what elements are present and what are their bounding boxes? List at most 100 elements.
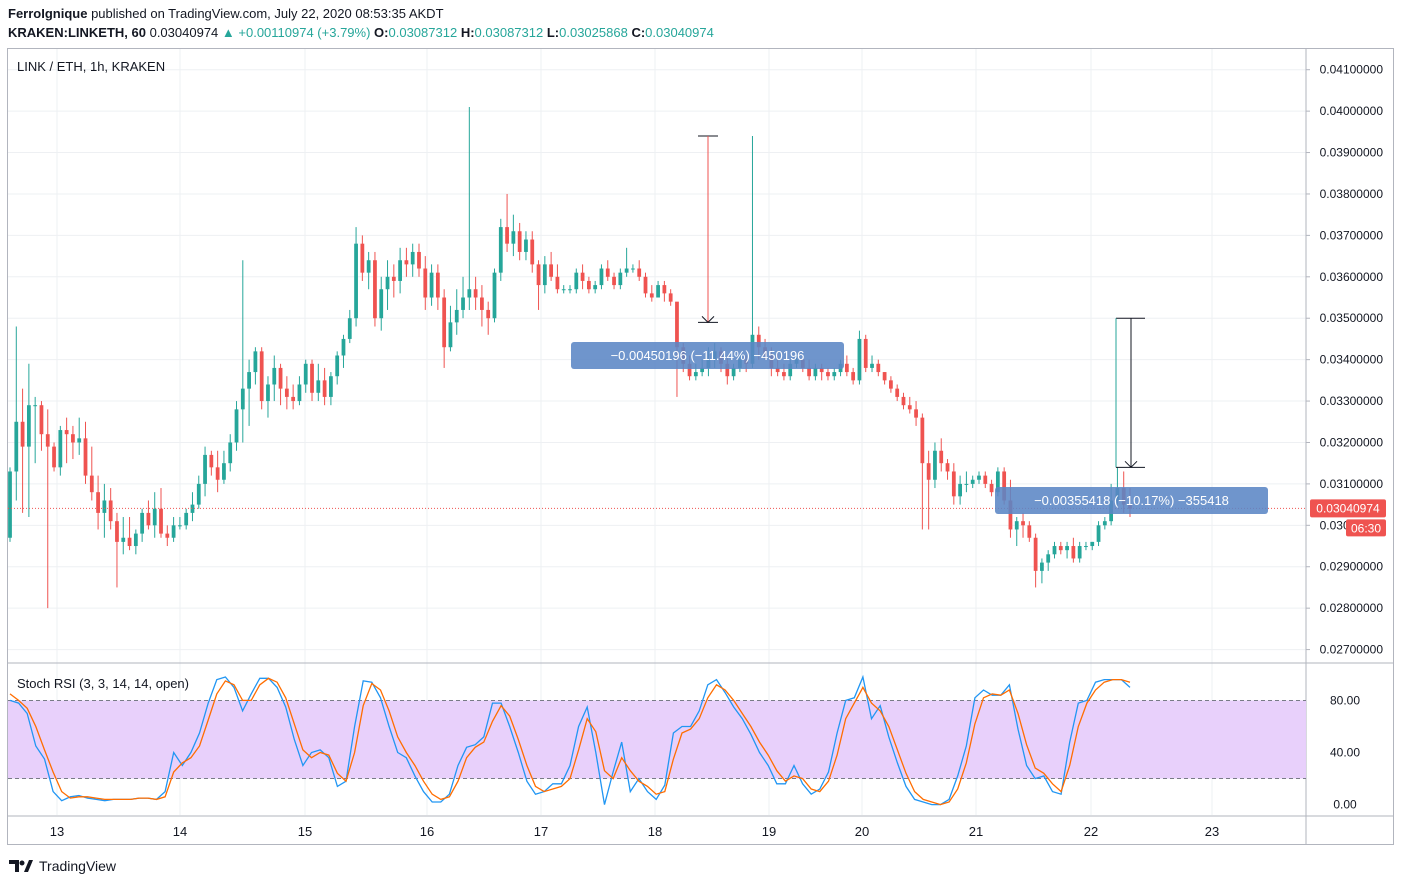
candle xyxy=(190,492,195,522)
candle-body xyxy=(71,434,75,443)
candle-body xyxy=(291,396,296,402)
candle-body xyxy=(184,512,189,526)
candle xyxy=(870,355,874,373)
candle xyxy=(178,517,182,530)
candle-body xyxy=(876,363,881,373)
candle xyxy=(196,475,201,509)
candle xyxy=(385,260,390,310)
low-value: 0.03025868 xyxy=(559,25,628,40)
candle xyxy=(876,359,881,377)
candle-body xyxy=(524,239,528,252)
candle-body xyxy=(297,384,302,402)
candle-body xyxy=(819,367,824,373)
price-tick-label: 0.04000000 xyxy=(1320,104,1384,118)
price-tick-label: 0.03800000 xyxy=(1320,187,1384,201)
candle-body xyxy=(926,463,931,480)
candle xyxy=(284,376,289,410)
candle xyxy=(486,301,491,335)
candle-body xyxy=(121,537,126,542)
candle-body xyxy=(373,260,377,319)
candle xyxy=(945,459,950,480)
candle-body xyxy=(247,372,251,389)
candle xyxy=(851,367,856,385)
candle xyxy=(77,417,82,455)
stoch-tick-label: 40.00 xyxy=(1330,746,1360,760)
candle-body xyxy=(863,338,868,368)
candle-body xyxy=(933,450,937,480)
measure-tool[interactable]: −0.00355418 (−10.17%) −355418 xyxy=(995,317,1268,514)
candle xyxy=(127,517,132,551)
measure-tool[interactable]: −0.00450196 (−11.44%) −450196 xyxy=(571,135,844,369)
candle-body xyxy=(505,227,509,244)
grid-lines xyxy=(8,49,1306,815)
candle xyxy=(310,359,314,402)
candle-body xyxy=(404,260,409,265)
price-pane-title: LINK / ETH, 1h, KRAKEN xyxy=(17,59,165,74)
measure-arrow xyxy=(701,316,715,324)
candle-body xyxy=(1033,537,1038,571)
candle-body xyxy=(341,338,346,356)
candle-body xyxy=(687,363,692,377)
price-tick-label: 0.03700000 xyxy=(1320,228,1384,242)
candle-body xyxy=(253,351,258,373)
candle xyxy=(863,334,868,373)
price-tick-label: 0.03200000 xyxy=(1320,435,1384,449)
candle-body xyxy=(870,363,874,368)
candle xyxy=(989,479,994,497)
candle xyxy=(329,372,333,406)
candle xyxy=(844,355,849,377)
candle-body xyxy=(473,289,478,298)
candle xyxy=(146,500,151,530)
time-tick-label: 17 xyxy=(534,824,548,839)
candle-body xyxy=(259,351,264,402)
price-tick-label: 0.03600000 xyxy=(1320,270,1384,284)
candle-body xyxy=(435,272,440,298)
candle-body xyxy=(480,297,484,310)
candle-body xyxy=(190,504,195,513)
candle-body xyxy=(995,471,1000,493)
candle xyxy=(926,450,931,530)
candle-body xyxy=(196,483,201,505)
publish-info: FerroIgnique published on TradingView.co… xyxy=(8,6,444,21)
candle xyxy=(826,367,830,381)
candle-body xyxy=(26,405,31,447)
candle-body xyxy=(1002,471,1007,501)
candle-body xyxy=(33,405,38,407)
candle xyxy=(429,264,434,306)
candle xyxy=(52,442,56,472)
price-tick-label: 0.03100000 xyxy=(1320,477,1384,491)
candle-body xyxy=(1046,554,1051,563)
candle-body xyxy=(920,417,925,464)
close-label: C: xyxy=(631,25,646,40)
candle xyxy=(524,231,528,261)
candle-body xyxy=(725,363,730,377)
candle-body xyxy=(178,525,182,527)
candle xyxy=(39,401,44,451)
candle-body xyxy=(593,285,598,290)
candle-body xyxy=(8,471,12,538)
tradingview-brand: TradingView xyxy=(39,858,117,874)
candle-body xyxy=(662,285,667,294)
candle-body xyxy=(96,492,100,513)
candle-body xyxy=(951,471,956,497)
candle xyxy=(586,276,591,294)
candle-body xyxy=(555,276,560,290)
candle-body xyxy=(889,380,893,389)
candle xyxy=(297,376,302,406)
candle-body xyxy=(1090,541,1095,547)
candle xyxy=(360,235,365,281)
candle xyxy=(303,359,308,393)
tradingview-footer[interactable]: TradingView xyxy=(7,856,116,876)
candle-body xyxy=(347,318,352,339)
candle-body xyxy=(165,533,170,538)
time-axis: 13 14 15 16 17 18 19 20 21 22 23 xyxy=(50,824,1219,839)
candle-body xyxy=(335,355,340,377)
candle xyxy=(568,285,572,294)
candle xyxy=(26,363,31,518)
author-name[interactable]: FerroIgnique xyxy=(8,6,88,21)
candle xyxy=(454,289,459,335)
candle-body xyxy=(605,268,610,277)
candle xyxy=(492,268,497,323)
candle-body xyxy=(45,434,50,447)
